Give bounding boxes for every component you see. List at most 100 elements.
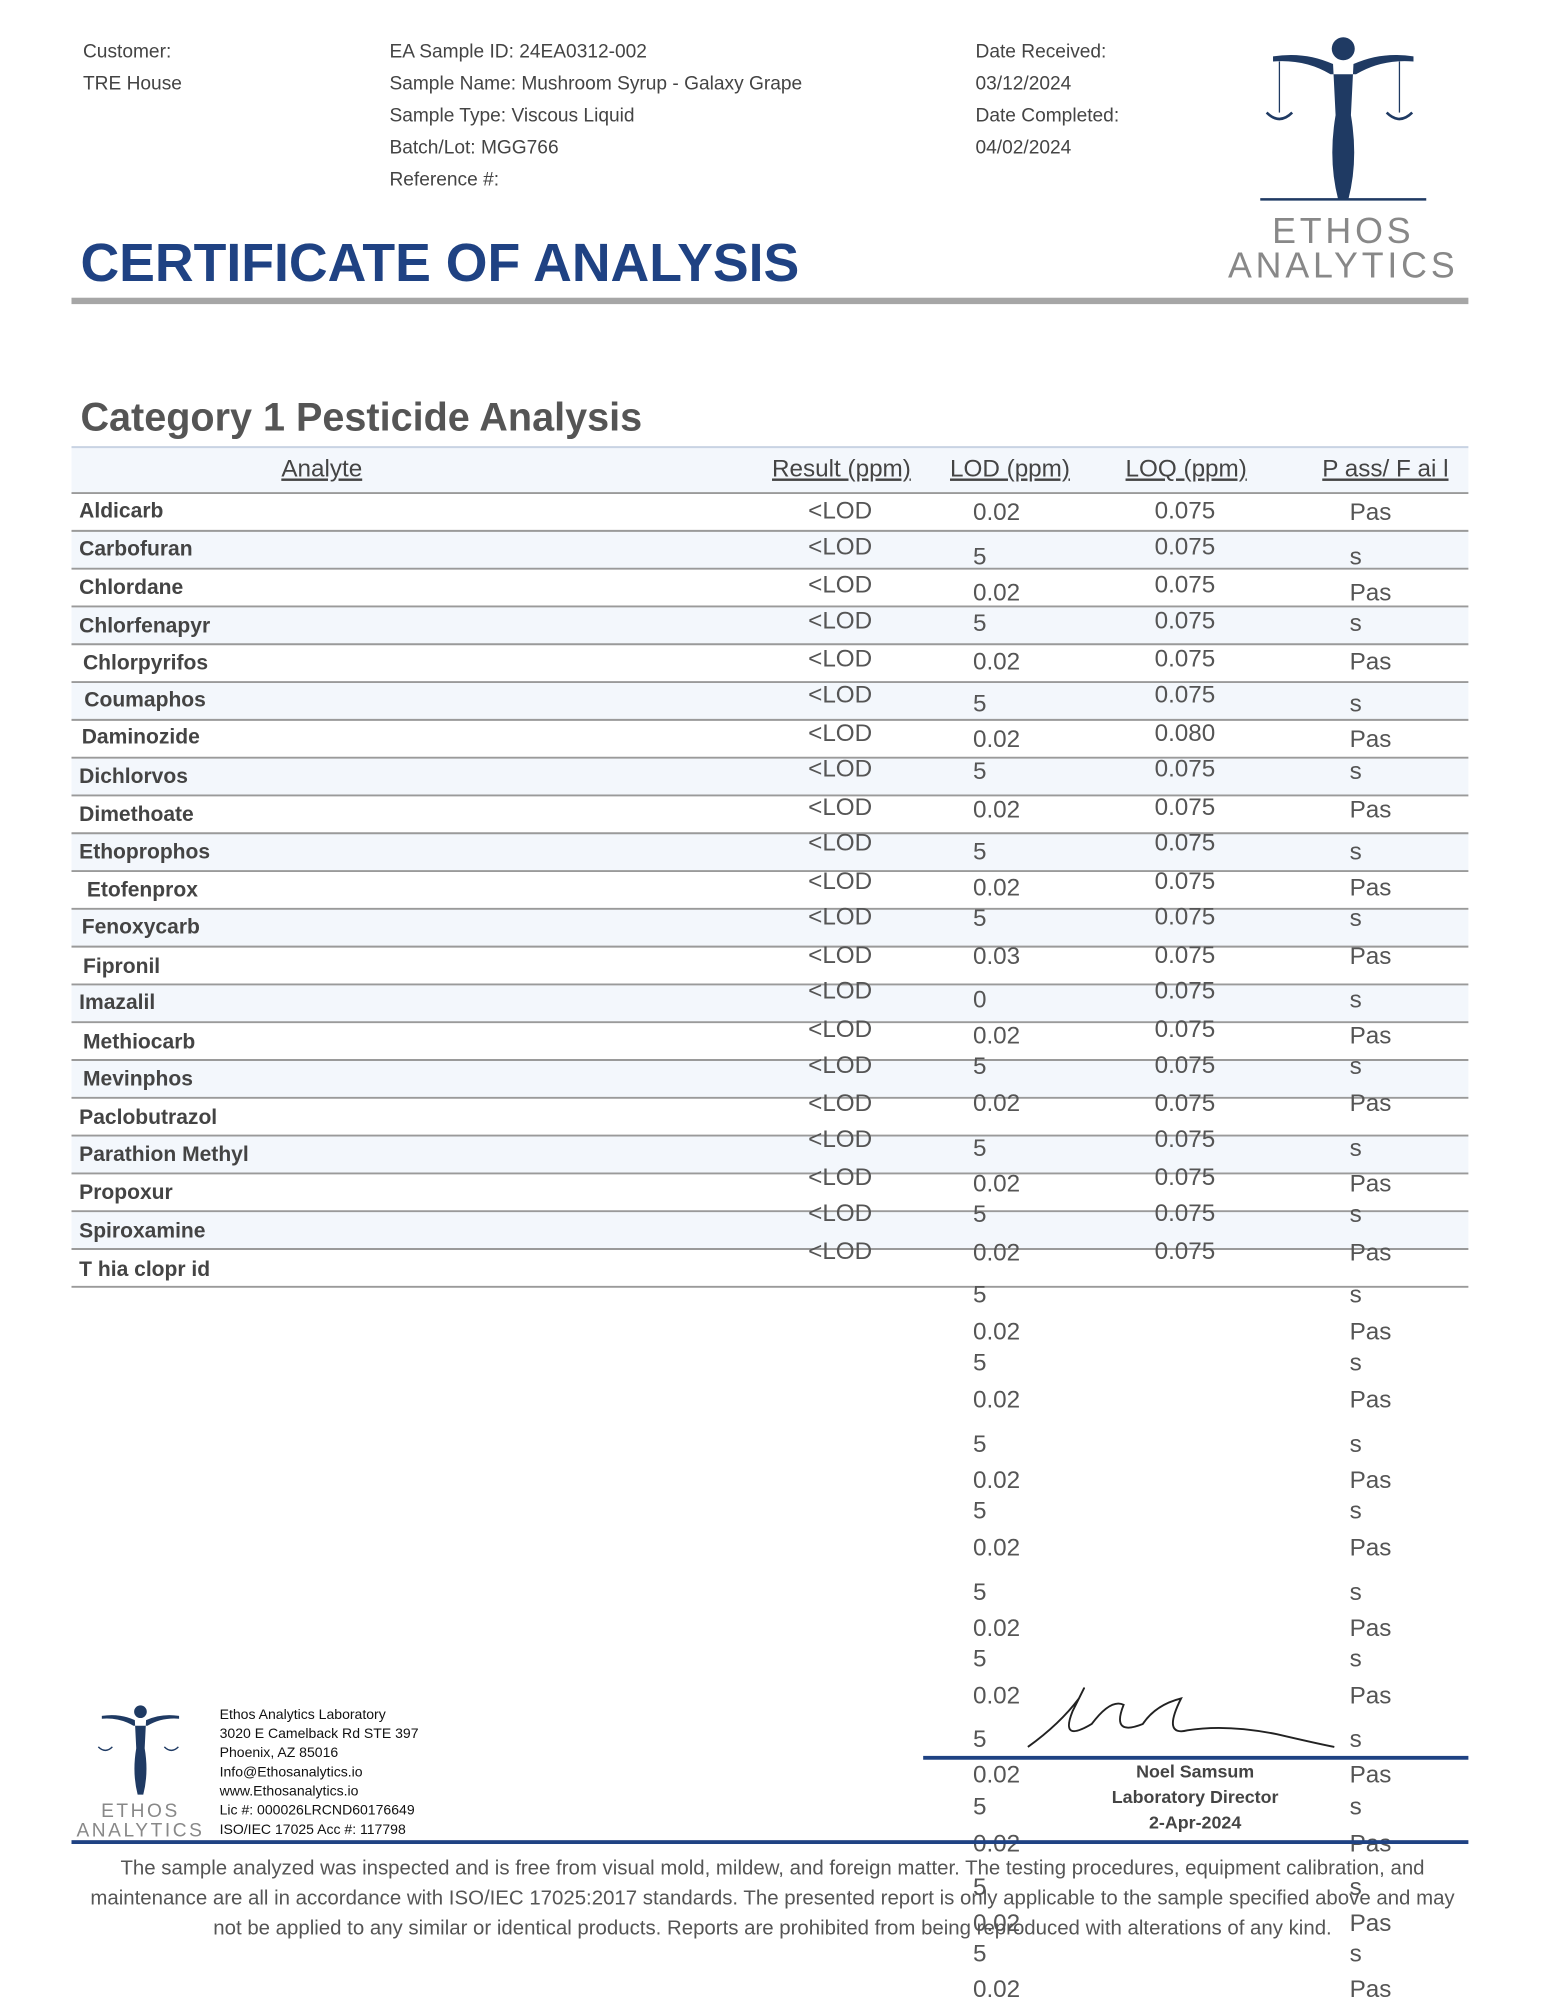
loq: 0.075 xyxy=(1155,607,1216,634)
row-bg xyxy=(71,984,1469,1023)
header-right-line: Date Received: xyxy=(976,42,1107,63)
pass-fail-fragment: s xyxy=(1350,1646,1362,1673)
table: Analyte Result (ppm) LOD (ppm) LOQ (ppm) P a… xyxy=(71,446,1469,2000)
loq: 0.075 xyxy=(1155,942,1216,969)
lod-fragment: 0.02 xyxy=(973,1910,1020,1937)
loq: 0.075 xyxy=(1155,1016,1216,1043)
pass-fail-fragment: Pas xyxy=(1350,1319,1392,1346)
pass-fail-fragment: Pas xyxy=(1350,726,1392,753)
pass-fail-fragment: Pas xyxy=(1350,648,1392,675)
lod-fragment: 0.02 xyxy=(973,1090,1020,1117)
row-bg xyxy=(71,1060,1469,1098)
pass-fail-fragment: Pas xyxy=(1350,1615,1392,1642)
header-middle-line: Reference #: xyxy=(389,169,499,190)
lod-fragment: 5 xyxy=(973,1874,987,1901)
loq: 0.075 xyxy=(1155,498,1216,525)
pass-fail-fragment: Pas xyxy=(1350,1831,1392,1858)
loq: 0.075 xyxy=(1155,681,1216,708)
row-bg xyxy=(71,1211,1469,1249)
loq: 0.075 xyxy=(1155,1126,1216,1153)
pass-fail-fragment: Pas xyxy=(1350,1386,1392,1413)
pass-fail-fragment: s xyxy=(1350,1201,1362,1228)
title: CERTIFICATE OF ANALYSIS xyxy=(80,233,799,293)
lod-fragment: 5 xyxy=(973,1349,987,1376)
column-header: Result (ppm) xyxy=(772,455,911,482)
logo-figure xyxy=(1260,37,1427,201)
lod-fragment: 0.03 xyxy=(973,943,1020,970)
footer-logo-figure xyxy=(97,1705,180,1795)
analyte: Chlorpyrifos xyxy=(83,651,208,674)
analyte: Propoxur xyxy=(79,1181,173,1204)
lod-fragment: 0.02 xyxy=(973,1319,1020,1346)
loq: 0.075 xyxy=(1155,830,1216,857)
analyte: Fenoxycarb xyxy=(82,916,200,939)
pass-fail-fragment: s xyxy=(1350,1282,1362,1309)
lod-fragment: 0.02 xyxy=(973,1467,1020,1494)
pass-fail-fragment: Pas xyxy=(1350,1534,1392,1561)
result: <LOD xyxy=(808,572,872,599)
signature-rule xyxy=(923,1755,1469,1760)
analyte: Chlorfenapyr xyxy=(79,614,210,637)
lod-fragment: 0.02 xyxy=(973,648,1020,675)
loq: 0.075 xyxy=(1155,1090,1216,1117)
pass-fail-fragment: s xyxy=(1350,839,1362,866)
lab-info-line: Info@Ethosanalytics.io xyxy=(220,1763,363,1779)
header-rule xyxy=(71,297,1469,305)
loq: 0.075 xyxy=(1155,1238,1216,1265)
disclaimer-line: The sample analyzed was inspected and is… xyxy=(120,1858,1424,1880)
loq: 0.075 xyxy=(1155,978,1216,1005)
pass-fail-fragment: s xyxy=(1350,758,1362,785)
analyte: Spiroxamine xyxy=(79,1219,205,1242)
analyte: Methiocarb xyxy=(83,1031,195,1054)
lod-fragment: 5 xyxy=(973,610,987,637)
lod-fragment: 0.02 xyxy=(973,1022,1020,1049)
lod-fragment: 5 xyxy=(973,1940,987,1967)
lod-fragment: 0.02 xyxy=(973,1762,1020,1789)
header-middle-line: EA Sample ID: 24EA0312-002 xyxy=(389,42,647,63)
disclaimer-line: not be applied to any similar or identic… xyxy=(213,1918,1331,1940)
signatory-name: Noel Samsum xyxy=(1136,1762,1254,1782)
lod-fragment: 0.02 xyxy=(973,726,1020,753)
lod-fragment: 5 xyxy=(973,544,987,571)
header-middle-line: Sample Name: Mushroom Syrup - Galaxy Gra… xyxy=(389,74,802,95)
pass-fail-fragment: s xyxy=(1350,690,1362,717)
analyte: Dichlorvos xyxy=(79,765,188,788)
header-row-bg xyxy=(71,447,1469,494)
lod-fragment: 5 xyxy=(973,1282,987,1309)
loq: 0.075 xyxy=(1155,533,1216,560)
pass-fail-fragment: Pas xyxy=(1350,796,1392,823)
column-header: P ass/ F ai l xyxy=(1322,455,1448,482)
result: <LOD xyxy=(808,1126,872,1153)
lab-info-line: www.Ethosanalytics.io xyxy=(219,1782,359,1798)
pass-fail-fragment: Pas xyxy=(1350,1683,1392,1710)
loq: 0.075 xyxy=(1155,572,1216,599)
signatory-role: Laboratory Director xyxy=(1112,1787,1279,1807)
lod-fragment: 0.02 xyxy=(973,1534,1020,1561)
lod-fragment: 5 xyxy=(973,1497,987,1524)
loq: 0.075 xyxy=(1155,646,1216,673)
lod-fragment: 5 xyxy=(973,1053,987,1080)
pass-fail-fragment: Pas xyxy=(1350,1467,1392,1494)
lod-fragment: 0.02 xyxy=(973,499,1020,526)
lod-fragment: 0.02 xyxy=(973,874,1020,901)
header-middle-line: Sample Type: Viscous Liquid xyxy=(389,106,634,127)
analyte: Fipronil xyxy=(83,955,160,978)
signatory-date: 2-Apr-2024 xyxy=(1149,1813,1241,1833)
lod-fragment: 0.02 xyxy=(973,1615,1020,1642)
section-title: Category 1 Pesticide Analysis xyxy=(80,396,642,440)
analyte: Mevinphos xyxy=(83,1068,193,1091)
lod-fragment: 5 xyxy=(973,690,987,717)
analyte: Carbofuran xyxy=(79,538,192,561)
footer-logo-sub: ANALYTICS xyxy=(76,1820,204,1841)
analyte: Etofenprox xyxy=(87,879,198,902)
result: <LOD xyxy=(808,498,872,525)
signature xyxy=(1027,1687,1335,1748)
row-bg xyxy=(71,682,1469,720)
lod-fragment: 0.02 xyxy=(973,1831,1020,1858)
result: <LOD xyxy=(808,904,872,931)
header-right-line: Date Completed: xyxy=(976,106,1120,127)
lod-fragment: 5 xyxy=(973,1201,987,1228)
loq: 0.075 xyxy=(1155,794,1216,821)
